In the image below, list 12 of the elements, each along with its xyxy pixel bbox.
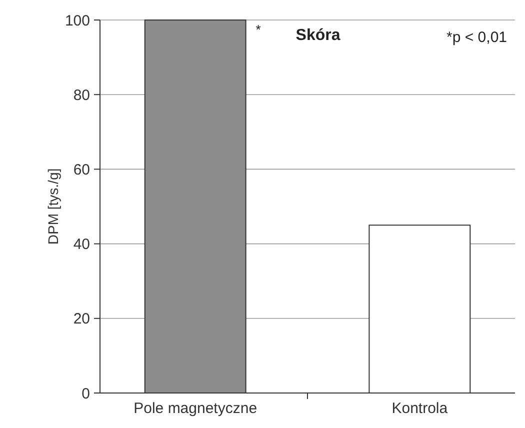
y-tick-label: 40 bbox=[73, 236, 90, 254]
y-tick-label: 60 bbox=[73, 161, 90, 178]
y-tick-label: 80 bbox=[73, 86, 90, 104]
y-tick-label: 100 bbox=[64, 12, 90, 30]
chart-title: Skóra bbox=[296, 27, 340, 44]
y-tick-label: 0 bbox=[82, 385, 90, 402]
x-tick-label: Kontrola bbox=[392, 400, 448, 417]
y-axis-title: DPM [tys./g] bbox=[45, 168, 61, 245]
x-tick-label: Pole magnetyczne bbox=[134, 400, 258, 417]
annotation: *p < 0,01 bbox=[446, 29, 507, 46]
annotation: * bbox=[256, 22, 261, 37]
y-tick-label: 20 bbox=[73, 310, 90, 328]
